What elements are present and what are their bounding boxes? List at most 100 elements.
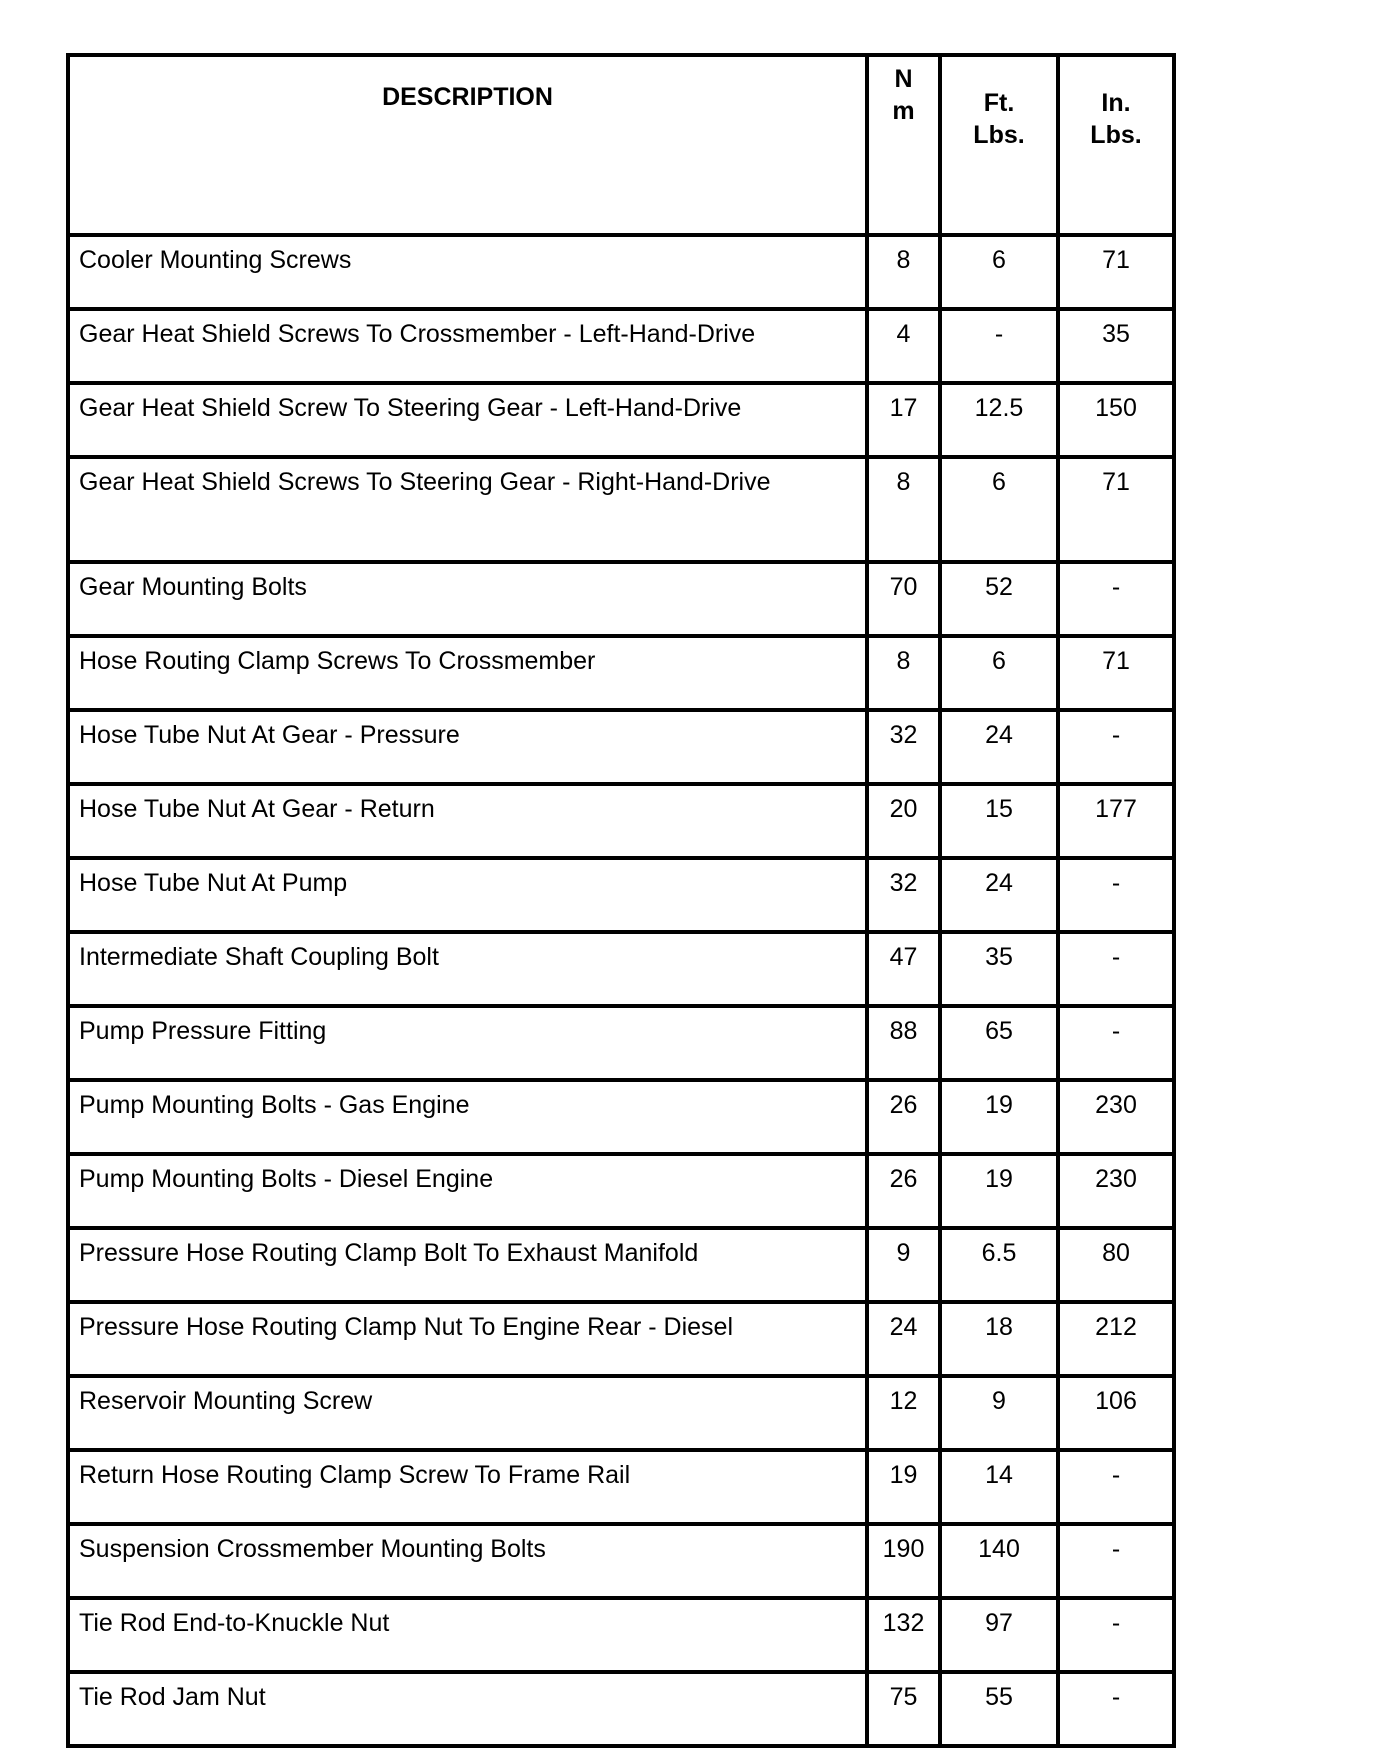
cell-nm: 75 [865,1670,942,1748]
cell-nm: 8 [865,455,942,564]
cell-nm: 26 [865,1152,942,1230]
cell-ft-lbs: 52 [938,560,1060,638]
cell-in-lbs: 230 [1056,1078,1176,1156]
header-nm-line1: N [894,65,913,93]
cell-description: Hose Routing Clamp Screws To Crossmember [66,634,869,712]
cell-description: Gear Heat Shield Screws To Crossmember -… [66,307,869,385]
cell-ft-lbs: 6 [938,455,1060,564]
table-row: Reservoir Mounting Screw 12 9 106 [66,1374,1176,1452]
cell-in-lbs: - [1056,1522,1176,1600]
cell-ft-lbs: 97 [938,1596,1060,1674]
cell-ft-lbs: 15 [938,782,1060,860]
cell-description: Pump Mounting Bolts - Diesel Engine [66,1152,869,1230]
cell-nm: 8 [865,634,942,712]
header-in-line2: Lbs. [1090,121,1142,149]
cell-nm: 47 [865,930,942,1008]
cell-nm: 19 [865,1448,942,1526]
header-ft-line1: Ft. [983,89,1015,117]
table-row: Pressure Hose Routing Clamp Bolt To Exha… [66,1226,1176,1304]
cell-in-lbs: 71 [1056,634,1176,712]
cell-nm: 190 [865,1522,942,1600]
cell-ft-lbs: 55 [938,1670,1060,1748]
cell-description: Gear Heat Shield Screws To Steering Gear… [66,455,869,564]
cell-in-lbs: - [1056,1448,1176,1526]
table-row: Gear Heat Shield Screws To Crossmember -… [66,307,1176,385]
table-row: Cooler Mounting Screws 8 6 71 [66,233,1176,311]
cell-ft-lbs: 24 [938,708,1060,786]
header-description: DESCRIPTION [66,53,869,237]
cell-nm: 4 [865,307,942,385]
cell-description: Hose Tube Nut At Gear - Return [66,782,869,860]
table-row: Tie Rod End-to-Knuckle Nut 132 97- [66,1596,1176,1674]
cell-description: Cooler Mounting Screws [66,233,869,311]
cell-description: Gear Mounting Bolts [66,560,869,638]
cell-in-lbs: 35 [1056,307,1176,385]
cell-in-lbs: - [1056,1596,1176,1674]
cell-description: Hose Tube Nut At Gear - Pressure [66,708,869,786]
cell-description: Tie Rod End-to-Knuckle Nut [66,1596,869,1674]
cell-nm: 24 [865,1300,942,1378]
cell-in-lbs: - [1056,930,1176,1008]
header-in-lbs: In. Lbs. [1056,53,1176,237]
cell-in-lbs: 71 [1056,233,1176,311]
cell-description: Pressure Hose Routing Clamp Nut To Engin… [66,1300,869,1378]
cell-ft-lbs: - [938,307,1060,385]
cell-nm: 12 [865,1374,942,1452]
cell-ft-lbs: 65 [938,1004,1060,1082]
cell-nm: 26 [865,1078,942,1156]
cell-ft-lbs: 6 [938,634,1060,712]
cell-ft-lbs: 6.5 [938,1226,1060,1304]
cell-description: Reservoir Mounting Screw [66,1374,869,1452]
cell-description: Gear Heat Shield Screw To Steering Gear … [66,381,869,459]
cell-in-lbs: 212 [1056,1300,1176,1378]
cell-in-lbs: - [1056,1004,1176,1082]
table-row: Pump Pressure Fitting 88 65- [66,1004,1176,1082]
cell-nm: 20 [865,782,942,860]
cell-ft-lbs: 140 [938,1522,1060,1600]
cell-description: Intermediate Shaft Coupling Bolt [66,930,869,1008]
cell-in-lbs: - [1056,560,1176,638]
table-row: Intermediate Shaft Coupling Bolt 47 35- [66,930,1176,1008]
cell-ft-lbs: 35 [938,930,1060,1008]
table-row: Pump Mounting Bolts - Gas Engine 26 19 230 [66,1078,1176,1156]
cell-nm: 70 [865,560,942,638]
cell-ft-lbs: 19 [938,1078,1060,1156]
table-row: Return Hose Routing Clamp Screw To Frame… [66,1448,1176,1526]
cell-ft-lbs: 24 [938,856,1060,934]
cell-nm: 17 [865,381,942,459]
table-row: Gear Mounting Bolts 70 52- [66,560,1176,638]
cell-in-lbs: 150 [1056,381,1176,459]
cell-nm: 132 [865,1596,942,1674]
cell-nm: 9 [865,1226,942,1304]
cell-description: Return Hose Routing Clamp Screw To Frame… [66,1448,869,1526]
cell-ft-lbs: 6 [938,233,1060,311]
header-ft-lbs: Ft. Lbs. [938,53,1060,237]
table-row: Suspension Crossmember Mounting Bolts 190… [66,1522,1176,1600]
cell-ft-lbs: 18 [938,1300,1060,1378]
cell-ft-lbs: 12.5 [938,381,1060,459]
cell-in-lbs: 177 [1056,782,1176,860]
cell-ft-lbs: 14 [938,1448,1060,1526]
table-row: Pump Mounting Bolts - Diesel Engine 26 19 2… [66,1152,1176,1230]
cell-description: Tie Rod Jam Nut [66,1670,869,1748]
header-ft-line2: Lbs. [973,121,1025,149]
header-in-line1: In. [1101,89,1131,117]
cell-in-lbs: 80 [1056,1226,1176,1304]
cell-nm: 32 [865,708,942,786]
cell-nm: 32 [865,856,942,934]
table-row: Hose Tube Nut At Gear - Return 20 15 177 [66,782,1176,860]
cell-description: Hose Tube Nut At Pump [66,856,869,934]
cell-description: Pump Mounting Bolts - Gas Engine [66,1078,869,1156]
cell-nm: 8 [865,233,942,311]
cell-description: Pump Pressure Fitting [66,1004,869,1082]
cell-description: Pressure Hose Routing Clamp Bolt To Exha… [66,1226,869,1304]
table-row: Gear Heat Shield Screw To Steering Gear … [66,381,1176,459]
table-row: Gear Heat Shield Screws To Steering Gear… [66,455,1176,564]
cell-description: Suspension Crossmember Mounting Bolts [66,1522,869,1600]
table-row: Hose Tube Nut At Gear - Pressure 32 24- [66,708,1176,786]
cell-ft-lbs: 9 [938,1374,1060,1452]
cell-nm: 88 [865,1004,942,1082]
header-nm-line2: m [892,97,915,125]
